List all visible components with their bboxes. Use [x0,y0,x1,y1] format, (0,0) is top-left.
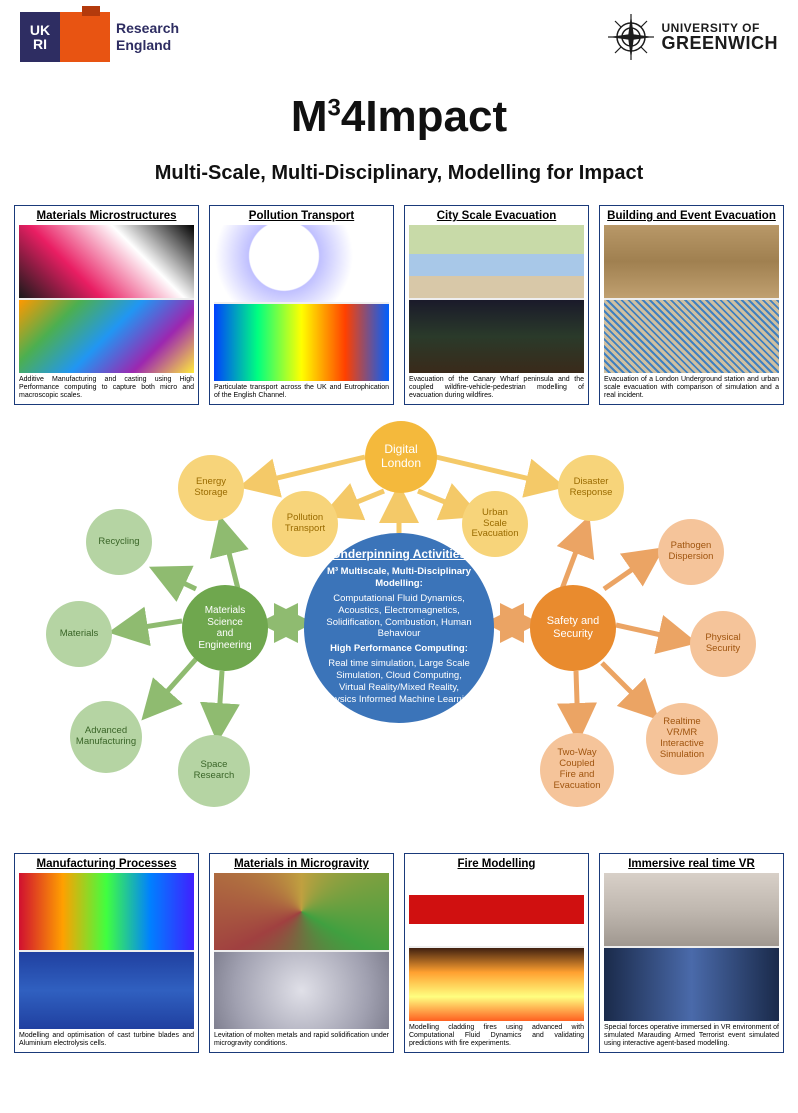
diagram-node: Disaster Response [558,455,624,521]
card-title: Building and Event Evacuation [604,210,779,222]
subtitle: Multi-Scale, Multi-Disciplinary, Modelli… [0,162,798,185]
info-card: Fire Modelling Modelling cladding fires u… [404,853,589,1053]
card-image [19,873,194,1029]
ukri-logo: UK RI [20,12,110,62]
card-image [409,225,584,373]
diagram-node: Materials [46,601,112,667]
info-card: Materials Microstructures Additive Manufa… [14,205,199,405]
diagram-node: Realtime VR/MR Interactive Simulation [646,703,718,775]
card-caption: Modelling cladding fires using advanced … [409,1024,584,1048]
diagram-node: Materials Science and Engineering [182,585,268,671]
card-caption: Evacuation of a London Underground stati… [604,376,779,400]
diagram-node: Physical Security [690,611,756,677]
card-image [409,873,584,1021]
card-image [19,225,194,373]
concept-diagram: Underpinning ActivitiesM³ Multiscale, Mu… [0,413,798,833]
diagram-center: Underpinning ActivitiesM³ Multiscale, Mu… [304,533,494,723]
card-image [214,225,389,381]
card-title: Materials Microstructures [19,210,194,222]
diagram-node: Pollution Transport [272,491,338,557]
compass-icon [606,12,656,62]
title-block: M34Impact Multi-Scale, Multi-Disciplinar… [0,92,798,185]
info-card: Pollution Transport Particulate transport… [209,205,394,405]
card-title: Pollution Transport [214,210,389,222]
info-card: Immersive real time VR Special forces ope… [599,853,784,1053]
card-image [604,225,779,373]
card-title: Fire Modelling [409,858,584,870]
research-england-text: Research England [116,20,179,54]
info-card: Materials in Microgravity Levitation of m… [209,853,394,1053]
info-card: City Scale Evacuation Evacuation of the C… [404,205,589,405]
diagram-node: Digital London [365,421,437,493]
info-card: Building and Event Evacuation Evacuation … [599,205,784,405]
diagram-node: Recycling [86,509,152,575]
card-caption: Levitation of molten metals and rapid so… [214,1032,389,1048]
uog-line2: GREENWICH [662,34,779,52]
bottom-card-row: Manufacturing Processes Modelling and opt… [0,853,798,1053]
logo-university-greenwich: UNIVERSITY OF GREENWICH [606,12,779,62]
diagram-node: Advanced Manufacturing [70,701,142,773]
card-title: Manufacturing Processes [19,858,194,870]
top-card-row: Materials Microstructures Additive Manufa… [0,205,798,405]
card-caption: Additive Manufacturing and casting using… [19,376,194,400]
diagram-node: Pathogen Dispersion [658,519,724,585]
diagram-node: Safety and Security [530,585,616,671]
card-title: Immersive real time VR [604,858,779,870]
card-image [214,873,389,1029]
ukri-text-2: RI [33,37,47,51]
diagram-node: Space Research [178,735,250,807]
card-caption: Special forces operative immersed in VR … [604,1024,779,1048]
card-title: Materials in Microgravity [214,858,389,870]
card-title: City Scale Evacuation [409,210,584,222]
main-title: M34Impact [0,92,798,142]
diagram-node: Two-Way Coupled Fire and Evacuation [540,733,614,807]
card-caption: Evacuation of the Canary Wharf peninsula… [409,376,584,400]
card-image [604,873,779,1021]
card-caption: Particulate transport across the UK and … [214,384,389,400]
card-caption: Modelling and optimisation of cast turbi… [19,1032,194,1048]
ukri-text-1: UK [30,23,50,37]
diagram-node: Energy Storage [178,455,244,521]
info-card: Manufacturing Processes Modelling and opt… [14,853,199,1053]
diagram-node: Urban Scale Evacuation [462,491,528,557]
logo-research-england: UK RI Research England [20,12,179,62]
header: UK RI Research England UNIVERSITY OF GRE… [0,0,798,62]
